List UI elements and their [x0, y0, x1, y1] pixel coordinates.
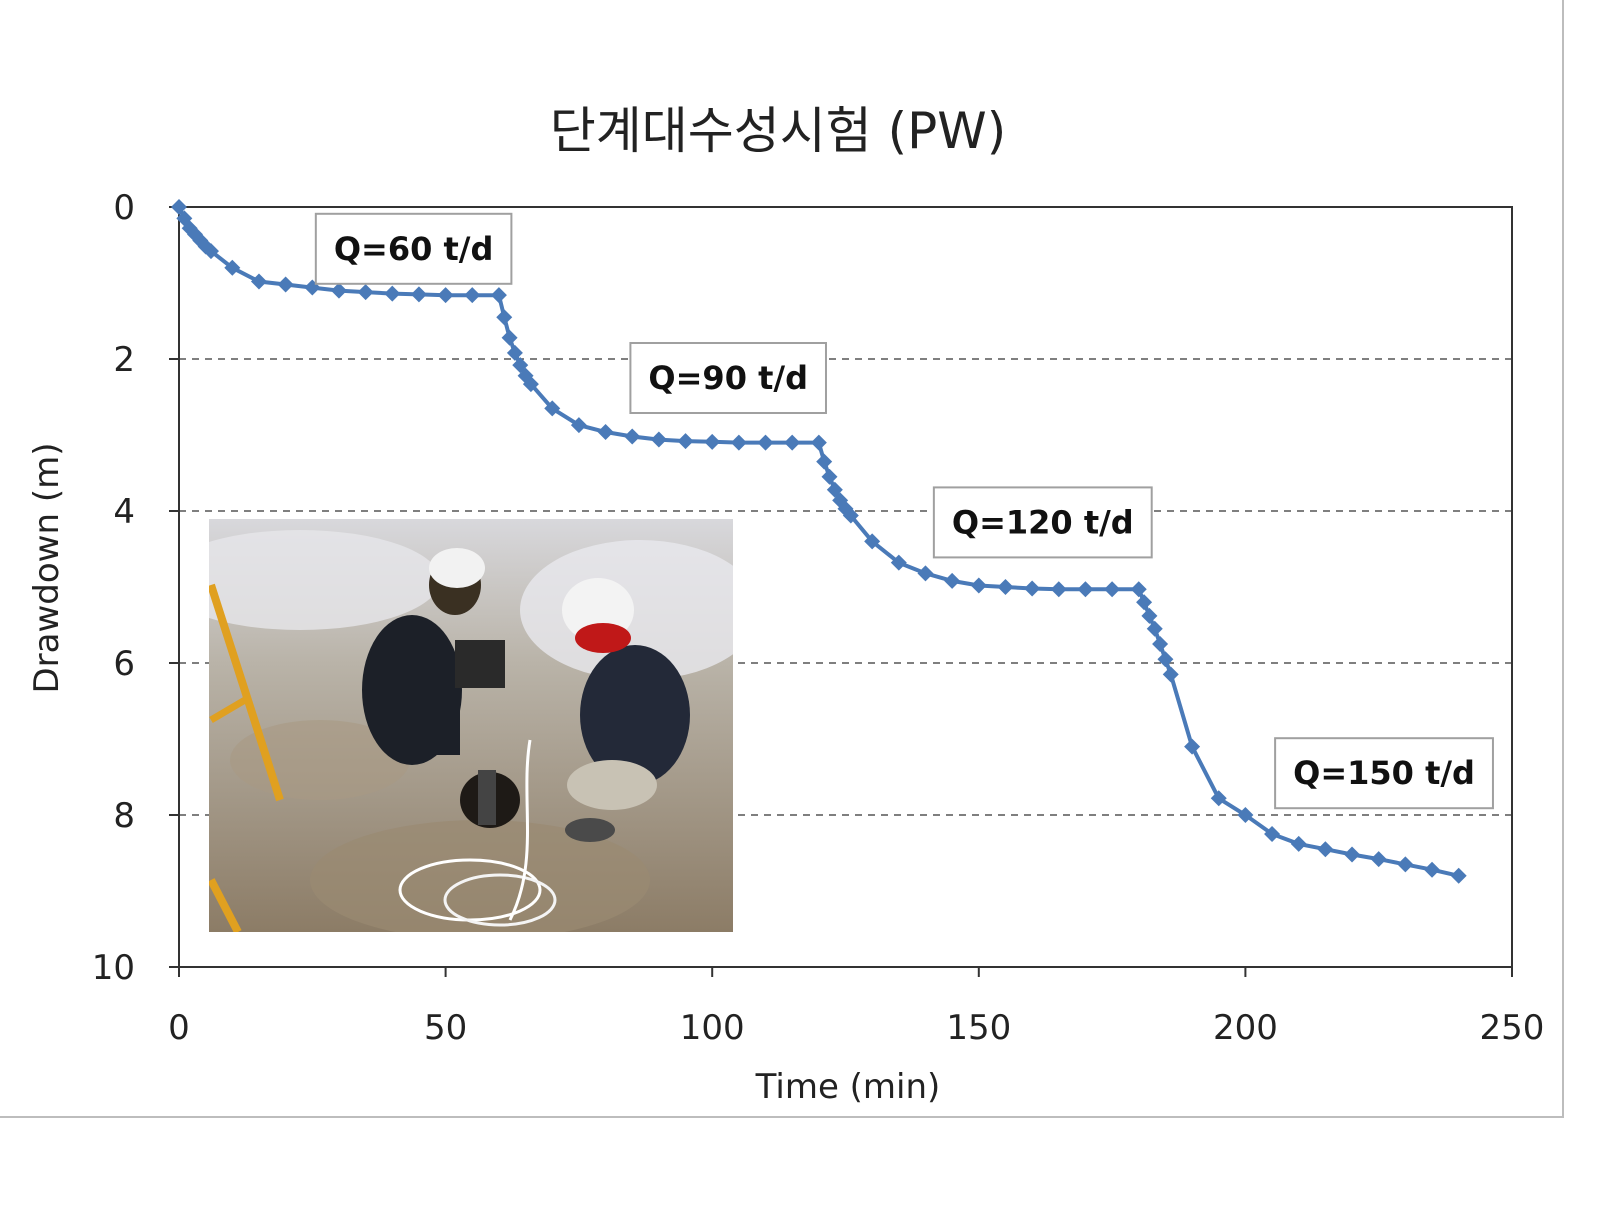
x-tick-label: 200	[1213, 1008, 1278, 1048]
data-point	[1050, 581, 1067, 598]
data-point	[821, 468, 838, 485]
data-point	[1424, 861, 1441, 878]
data-point	[917, 565, 934, 582]
data-point	[650, 431, 667, 448]
data-point	[202, 243, 219, 260]
data-point	[250, 273, 267, 290]
data-point	[784, 434, 801, 451]
data-point	[1146, 620, 1163, 637]
flow-rate-box	[932, 486, 1153, 559]
flow-rate-box	[1274, 737, 1494, 810]
y-tick-label: 8	[113, 796, 135, 836]
data-point	[384, 285, 401, 302]
x-tick-label: 0	[168, 1008, 190, 1048]
x-tick-label: 50	[424, 1008, 467, 1048]
data-point	[1152, 636, 1169, 652]
data-point	[1184, 738, 1201, 755]
data-point	[677, 433, 694, 450]
field-photo	[209, 519, 733, 932]
data-point	[330, 282, 347, 299]
data-point	[464, 287, 481, 304]
data-point	[842, 507, 859, 524]
flow-rate-label: Q=60 t/d	[314, 212, 513, 285]
data-point	[1136, 594, 1153, 611]
data-point	[277, 276, 294, 293]
x-tick-label: 150	[946, 1008, 1011, 1048]
data-point	[997, 579, 1014, 595]
flow-rate-label: Q=120 t/d	[932, 486, 1153, 559]
y-tick-label: 0	[113, 188, 135, 228]
data-point	[544, 400, 561, 417]
flow-rate-box	[314, 212, 513, 285]
data-point	[357, 284, 374, 301]
data-point	[1344, 846, 1361, 863]
y-tick-label: 10	[92, 948, 135, 988]
y-tick-label: 4	[113, 492, 135, 532]
data-point	[1210, 790, 1227, 807]
flow-rate-text: Q=60 t/d	[334, 230, 494, 268]
annotation-layer: Q=60 t/d Q=90 t/d Q=120 t/d Q=150 t/d	[314, 212, 1494, 810]
data-point	[522, 376, 539, 393]
flow-rate-label: Q=150 t/d	[1274, 737, 1494, 810]
data-point	[864, 533, 881, 550]
flow-rate-text: Q=150 t/d	[1293, 754, 1475, 792]
data-point	[490, 287, 507, 304]
data-point	[730, 434, 747, 451]
data-point	[890, 554, 907, 571]
data-point	[1370, 851, 1387, 868]
data-point	[704, 433, 721, 450]
data-point	[597, 423, 614, 440]
chart-title: 단계대수성시험 (PW)	[550, 102, 1007, 160]
plot-area	[178, 206, 1513, 968]
data-point	[1104, 581, 1121, 598]
flow-rate-box	[629, 342, 827, 414]
x-tick-label: 100	[680, 1008, 745, 1048]
data-point	[757, 434, 774, 451]
chart-frame	[0, 0, 1564, 1118]
data-point	[437, 287, 454, 304]
data-point	[1290, 835, 1307, 852]
data-point	[570, 417, 587, 434]
y-tick-label: 6	[113, 644, 135, 684]
flow-rate-label: Q=90 t/d	[629, 342, 827, 414]
y-axis-title: Drawdown (m)	[27, 443, 67, 694]
x-tick-label: 250	[1480, 1008, 1545, 1048]
series-layer	[171, 199, 1467, 884]
data-point	[816, 453, 833, 470]
data-point	[944, 572, 961, 589]
data-point	[501, 329, 518, 346]
data-point	[1077, 581, 1094, 598]
data-point	[171, 199, 187, 215]
data-point	[1450, 867, 1467, 884]
data-point	[624, 428, 641, 445]
data-point	[810, 434, 827, 451]
data-point	[1024, 580, 1041, 597]
flow-rate-text: Q=120 t/d	[952, 503, 1134, 541]
y-tick-label: 2	[113, 340, 135, 380]
data-point	[506, 344, 523, 361]
data-point	[1317, 841, 1334, 858]
data-point	[1237, 807, 1254, 823]
x-axis-title: Time (min)	[755, 1067, 941, 1107]
flow-rate-text: Q=90 t/d	[648, 359, 808, 397]
data-point	[1141, 607, 1158, 624]
data-point	[1397, 856, 1414, 873]
data-point	[224, 259, 241, 276]
data-point	[410, 286, 427, 303]
data-point	[1264, 826, 1281, 842]
data-point	[496, 309, 513, 326]
data-point	[1157, 651, 1174, 668]
data-point	[970, 577, 987, 594]
data-point	[1162, 666, 1179, 683]
data-point	[1130, 581, 1147, 598]
